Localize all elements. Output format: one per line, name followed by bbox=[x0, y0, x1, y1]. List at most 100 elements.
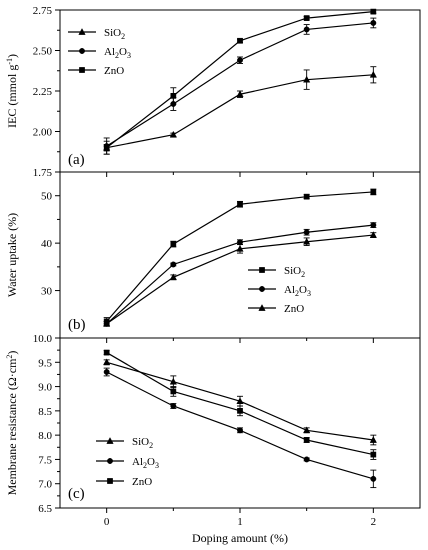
legend-label: SiO2 bbox=[132, 436, 153, 450]
legend-entry: SiO2 bbox=[68, 27, 125, 41]
panel-b-legend: SiO2 Al2O3 ZnO bbox=[248, 265, 311, 315]
data-point bbox=[303, 237, 311, 245]
panel-a-y-ticks: 1.75 2.00 2.25 2.50 2.75 bbox=[33, 5, 60, 179]
data-point bbox=[370, 8, 377, 15]
data-point bbox=[103, 319, 111, 327]
legend-marker bbox=[259, 267, 265, 273]
data-point bbox=[370, 20, 377, 26]
data-point bbox=[303, 15, 310, 21]
legend-label: ZnO bbox=[132, 476, 152, 488]
panel-c-ylabel: Membrane resistance (Ω·cm2) bbox=[5, 351, 19, 496]
data-point bbox=[169, 273, 177, 281]
series-sio2 bbox=[103, 231, 377, 327]
data-point bbox=[303, 426, 311, 434]
series-sio2 bbox=[103, 66, 377, 152]
data-point bbox=[169, 130, 177, 138]
panel-a-series bbox=[103, 8, 377, 155]
data-point bbox=[170, 388, 177, 395]
legend-label: SiO2 bbox=[284, 265, 305, 279]
panel-a: 1.75 2.00 2.25 2.50 2.75 SiO2 Al2O3 ZnO (a) IE… bbox=[5, 5, 421, 179]
data-point bbox=[103, 369, 110, 375]
data-point bbox=[370, 189, 377, 195]
y-tick-label: 8.0 bbox=[38, 430, 52, 442]
legend-marker bbox=[79, 48, 85, 54]
data-point bbox=[237, 427, 243, 434]
legend-label: SiO2 bbox=[104, 27, 125, 41]
legend-label: Al2O3 bbox=[284, 284, 311, 298]
data-point bbox=[369, 70, 377, 78]
data-point bbox=[237, 37, 243, 44]
data-point bbox=[237, 201, 243, 208]
y-tick-label: 7.5 bbox=[38, 454, 52, 466]
series-line bbox=[106, 11, 374, 149]
y-tick-label: 9.0 bbox=[38, 382, 52, 394]
legend-marker bbox=[107, 458, 113, 464]
y-tick-label: 1.75 bbox=[33, 167, 53, 179]
data-point bbox=[170, 403, 177, 409]
data-point bbox=[237, 57, 243, 64]
data-point bbox=[170, 261, 177, 268]
panel-c-y-ticks: 6.5 7.0 7.5 8.0 8.5 9.0 9.5 10.0 bbox=[33, 333, 60, 515]
panel-c-label: (c) bbox=[68, 486, 85, 502]
panel-b-x-ticks bbox=[106, 338, 374, 343]
panel-c-legend: SiO2 Al2O3 ZnO bbox=[96, 436, 159, 488]
y-tick-label: 2.50 bbox=[33, 46, 53, 58]
legend-marker bbox=[79, 67, 85, 73]
legend-marker bbox=[259, 286, 265, 292]
legend-marker bbox=[107, 478, 113, 484]
series-line bbox=[106, 191, 374, 322]
legend-label: ZnO bbox=[104, 65, 124, 77]
legend-label: ZnO bbox=[284, 303, 304, 315]
data-point bbox=[236, 397, 244, 404]
y-tick-label: 50 bbox=[41, 191, 53, 203]
data-point bbox=[303, 26, 310, 33]
x-tick-label: 1 bbox=[237, 516, 243, 528]
legend-entry: SiO2 bbox=[96, 436, 153, 450]
data-point bbox=[170, 241, 177, 247]
legend-entry: SiO2 bbox=[248, 265, 305, 279]
panel-b-y-ticks: 30 40 50 bbox=[41, 191, 60, 298]
y-tick-label: 8.5 bbox=[38, 406, 52, 418]
y-tick-label: 6.5 bbox=[38, 503, 52, 515]
panel-a-legend: SiO2 Al2O3 ZnO bbox=[68, 27, 131, 77]
panel-c-series bbox=[103, 349, 377, 489]
data-point bbox=[370, 222, 377, 229]
data-point bbox=[103, 349, 110, 356]
legend-marker bbox=[78, 28, 86, 35]
legend-entry: Al2O3 bbox=[248, 284, 311, 298]
data-point bbox=[169, 377, 177, 385]
panel-c-x-ticks: 0 1 2 bbox=[104, 508, 376, 528]
series-zno bbox=[103, 349, 377, 460]
data-point bbox=[236, 244, 244, 252]
y-tick-label: 40 bbox=[41, 238, 53, 250]
panel-a-ylabel: IEC (mmol g-1) bbox=[5, 54, 19, 128]
data-point bbox=[370, 475, 377, 482]
y-tick-label: 9.5 bbox=[38, 357, 52, 369]
panel-a-x-ticks bbox=[106, 172, 374, 177]
legend-entry: ZnO bbox=[68, 65, 124, 77]
data-point bbox=[303, 75, 311, 83]
x-tick-label: 0 bbox=[104, 516, 110, 528]
series-zno bbox=[103, 188, 377, 326]
data-point bbox=[103, 358, 111, 366]
y-tick-label: 30 bbox=[41, 286, 53, 298]
panel-b: 30 40 50 SiO2 Al2O3 ZnO (b) Water uptake (%) bbox=[5, 171, 421, 343]
legend-label: Al2O3 bbox=[104, 46, 131, 60]
data-point bbox=[370, 451, 377, 458]
data-point bbox=[103, 144, 110, 151]
panel-c-frame bbox=[59, 337, 421, 509]
y-tick-label: 2.75 bbox=[33, 5, 53, 17]
legend-entry: ZnO bbox=[96, 476, 152, 488]
legend-marker bbox=[258, 304, 266, 311]
legend-label: Al2O3 bbox=[132, 456, 159, 470]
y-tick-label: 2.00 bbox=[33, 127, 53, 139]
panel-b-ylabel: Water uptake (%) bbox=[5, 213, 19, 297]
data-point bbox=[369, 231, 377, 238]
panel-b-label: (b) bbox=[68, 317, 86, 333]
series-al2o3 bbox=[103, 222, 377, 327]
data-point bbox=[237, 239, 243, 246]
series-zno bbox=[103, 8, 377, 155]
data-point bbox=[236, 90, 244, 98]
panel-b-series bbox=[103, 188, 377, 327]
